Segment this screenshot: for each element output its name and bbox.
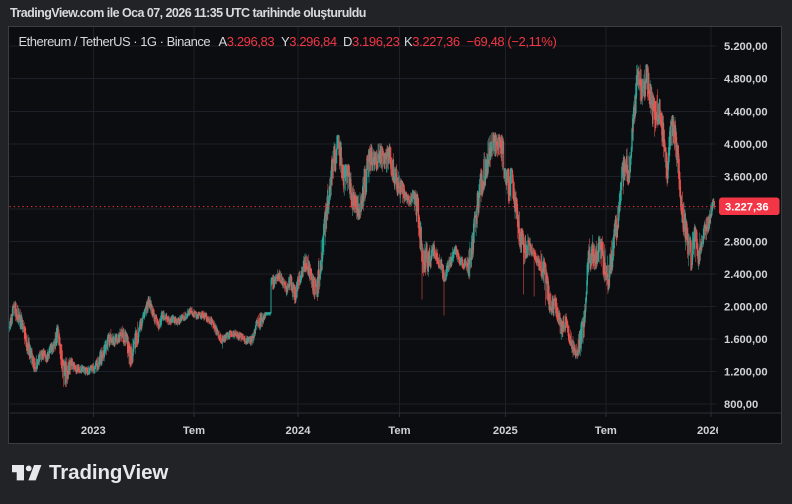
svg-text:2.000,00: 2.000,00 xyxy=(724,301,768,313)
svg-text:2.400,00: 2.400,00 xyxy=(724,269,768,281)
svg-text:2026: 2026 xyxy=(697,425,722,437)
svg-text:2024: 2024 xyxy=(286,425,312,437)
svg-text:Tem: Tem xyxy=(388,425,410,437)
svg-text:5.200,00: 5.200,00 xyxy=(724,41,768,53)
svg-text:Tem: Tem xyxy=(183,425,205,437)
svg-text:Ethereum / TetherUS · 1G · Bin: Ethereum / TetherUS · 1G · Binance xyxy=(19,34,211,49)
svg-text:800,00: 800,00 xyxy=(724,399,758,411)
svg-text:2025: 2025 xyxy=(493,425,518,437)
svg-text:4.400,00: 4.400,00 xyxy=(724,106,768,118)
svg-text:1.600,00: 1.600,00 xyxy=(724,334,768,346)
svg-text:4.800,00: 4.800,00 xyxy=(724,74,768,86)
svg-text:1.200,00: 1.200,00 xyxy=(724,367,768,379)
svg-text:2023: 2023 xyxy=(81,425,106,437)
svg-text:Tem: Tem xyxy=(595,425,617,437)
svg-text:3.600,00: 3.600,00 xyxy=(724,171,768,183)
svg-text:3.227,36: 3.227,36 xyxy=(725,202,769,214)
svg-text:4.000,00: 4.000,00 xyxy=(724,139,768,151)
svg-text:2.800,00: 2.800,00 xyxy=(724,236,768,248)
